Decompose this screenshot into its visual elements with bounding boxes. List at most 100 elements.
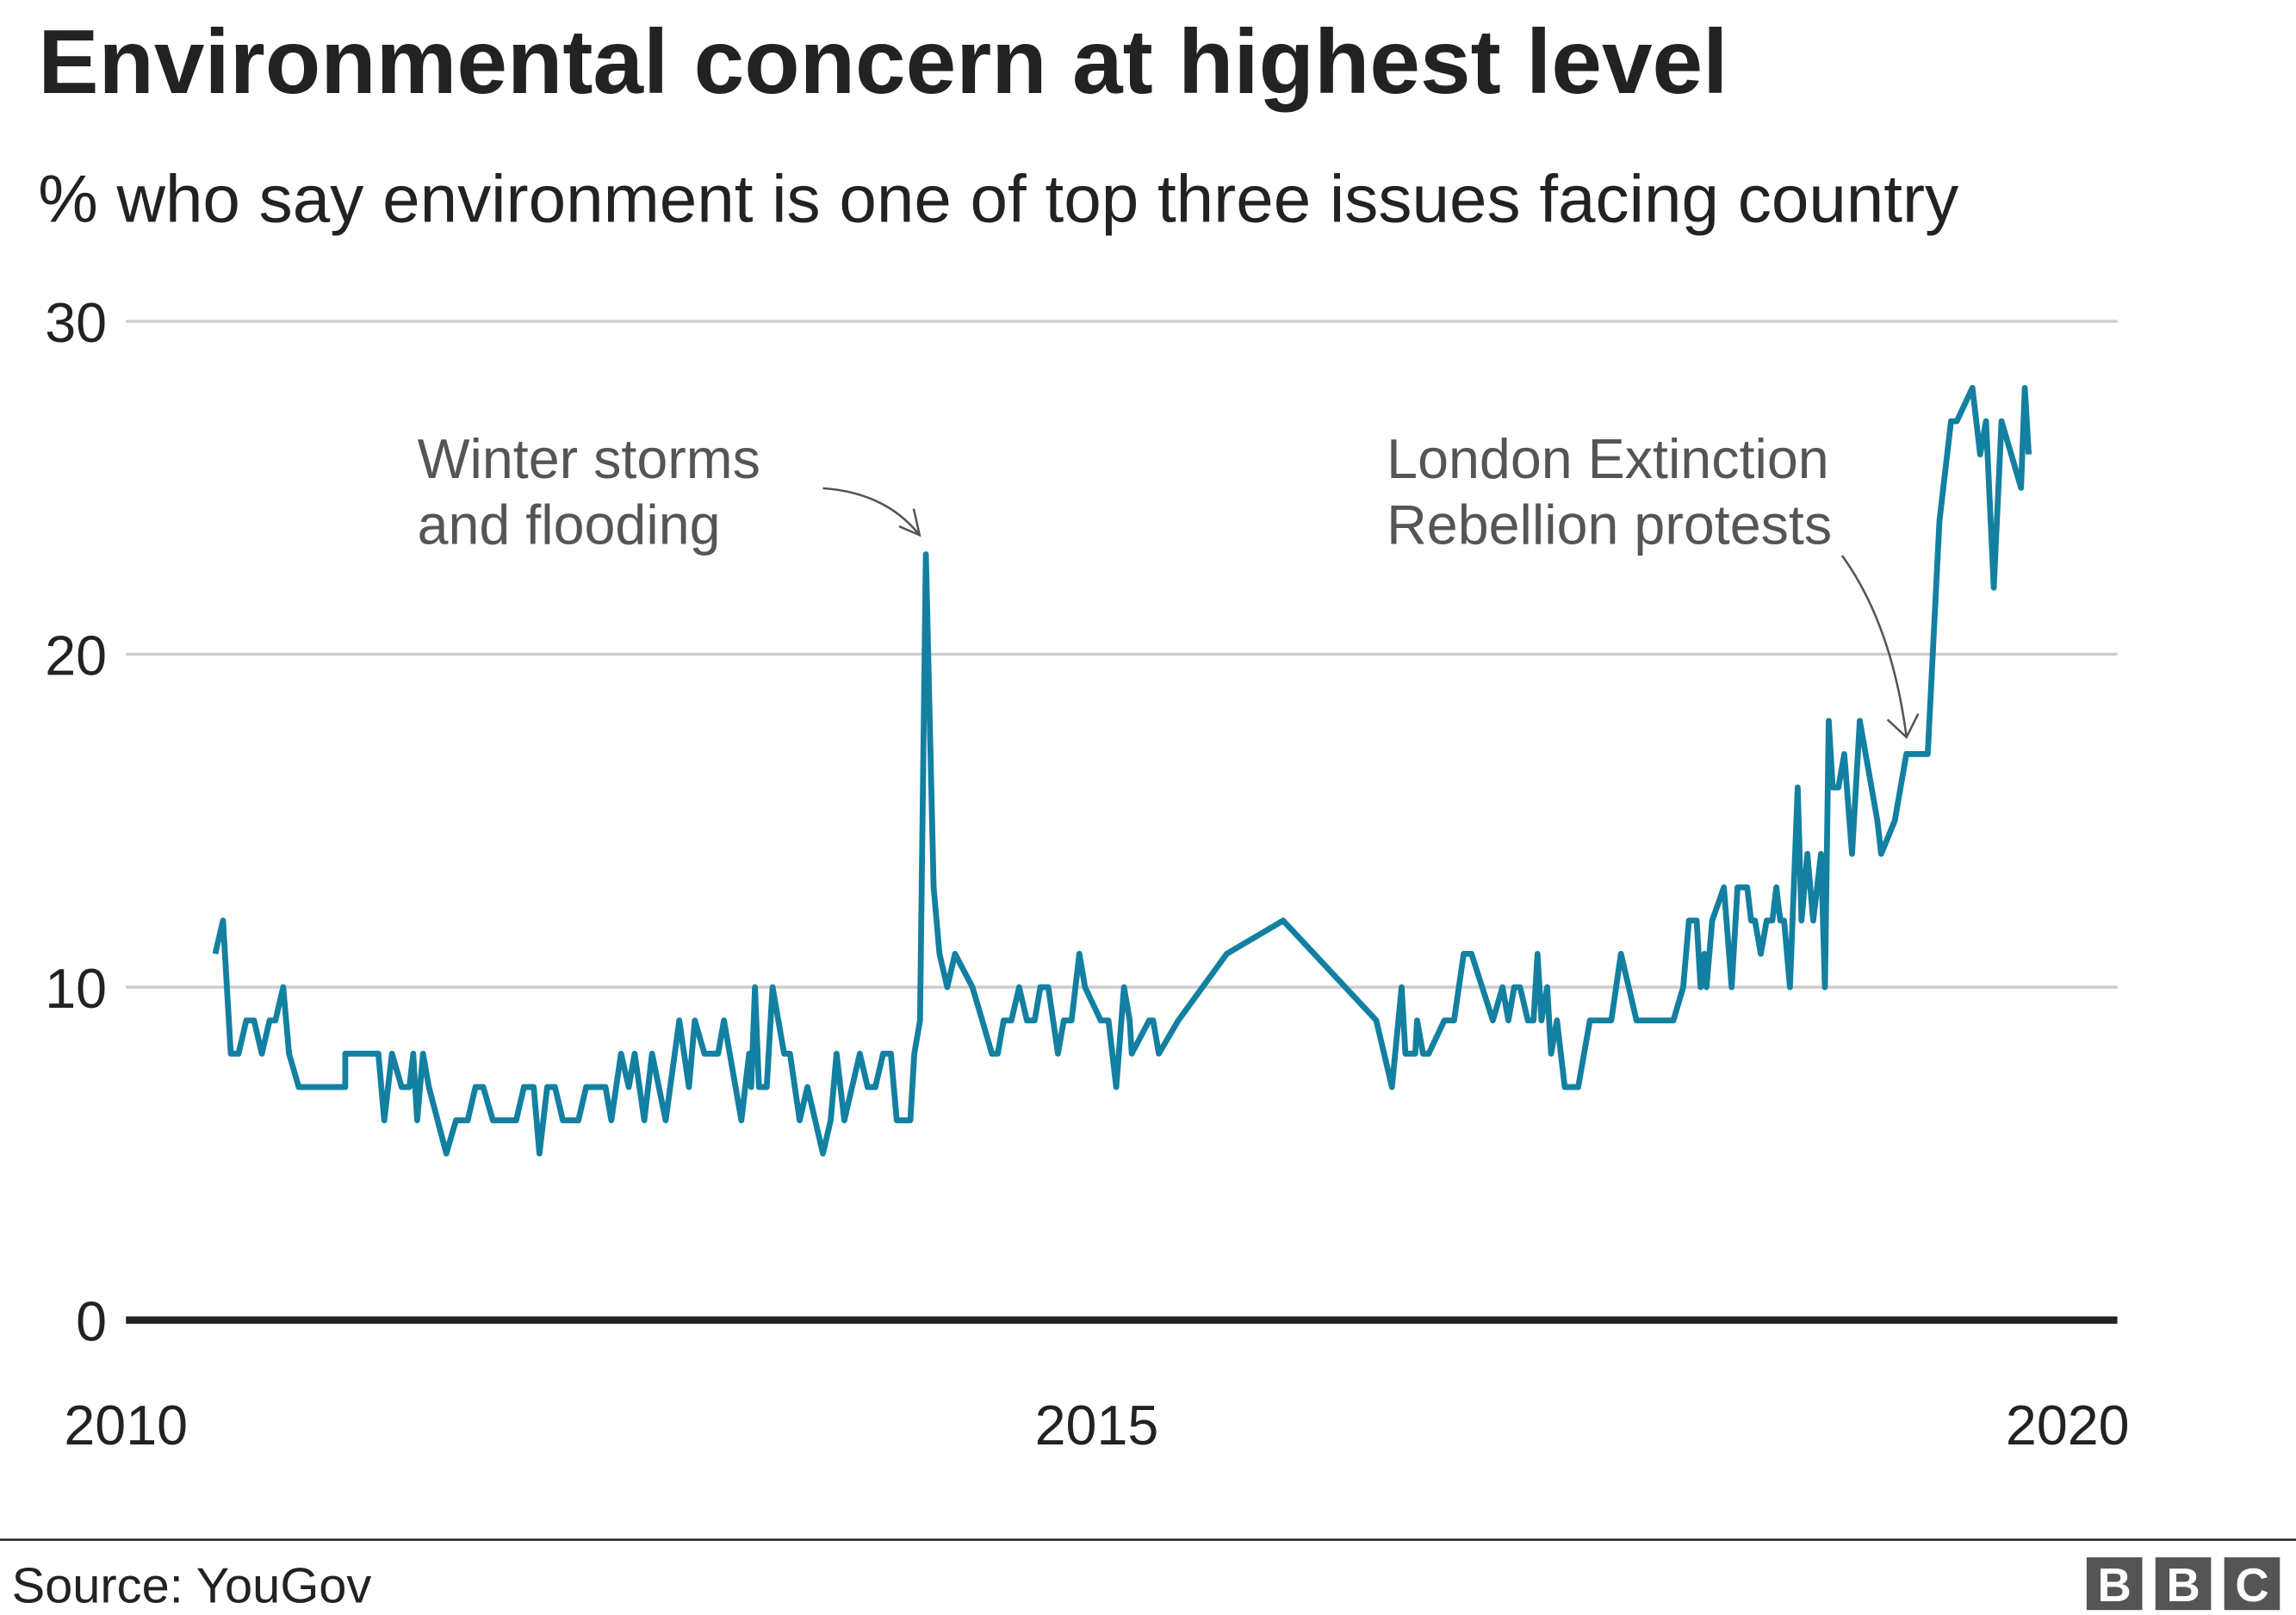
data-point (1224, 951, 1230, 957)
data-point (1999, 419, 2005, 425)
data-point (1399, 985, 1405, 991)
data-point (1511, 985, 1517, 991)
data-point (804, 1084, 810, 1090)
data-point (1694, 917, 1700, 923)
data-point (1977, 451, 1983, 457)
data-point (399, 1084, 405, 1090)
x-tick-label: 2015 (1035, 1394, 1159, 1457)
data-point (1892, 817, 1898, 823)
data-point (908, 1117, 914, 1123)
data-point (1728, 985, 1734, 991)
data-point (888, 1051, 894, 1057)
chart-subtitle: % who say environment is one of top thre… (38, 160, 1958, 236)
data-point (1954, 419, 1960, 425)
data-point (1752, 917, 1758, 923)
data-point (872, 1084, 878, 1090)
data-point (1575, 1084, 1581, 1090)
data-point (1587, 1017, 1593, 1023)
data-point (1535, 951, 1541, 957)
x-tick-label: 2020 (2006, 1394, 2130, 1457)
data-point (676, 1017, 682, 1023)
data-point (1420, 1051, 1426, 1057)
data-point (1442, 1017, 1448, 1023)
data-point (406, 1084, 413, 1090)
data-point (1983, 419, 1989, 425)
data-point (756, 1084, 762, 1090)
data-point (770, 985, 776, 991)
data-point (1121, 985, 1127, 991)
data-point (286, 1051, 292, 1057)
data-point (1744, 885, 1750, 891)
chart-title: Environmental concern at highest level (38, 12, 1728, 113)
data-point (1773, 885, 1779, 891)
data-point (880, 1051, 886, 1057)
y-tick-label: 0 (76, 1290, 107, 1352)
data-point (2018, 485, 2024, 491)
data-point (1114, 1084, 1120, 1090)
data-point (857, 1051, 863, 1057)
data-point (989, 1051, 995, 1057)
data-point (1061, 1017, 1067, 1023)
data-point (1697, 985, 1703, 991)
data-point (1525, 1017, 1531, 1023)
data-point (1857, 717, 1863, 724)
data-point (2022, 385, 2028, 391)
data-point (444, 1151, 450, 1157)
data-point (1403, 1051, 1409, 1057)
data-point (663, 1117, 669, 1123)
data-point (834, 1051, 840, 1057)
data-point (626, 1084, 632, 1090)
data-point (686, 1084, 692, 1090)
data-point (1016, 985, 1022, 991)
data-point (1069, 1017, 1075, 1023)
data-point (1798, 917, 1804, 923)
data-point (1077, 951, 1083, 957)
data-point (632, 1051, 638, 1057)
data-point (764, 1084, 770, 1090)
data-point (995, 1051, 1001, 1057)
data-point (1544, 985, 1550, 991)
data-point (465, 1117, 471, 1123)
data-point (244, 1017, 250, 1023)
data-point (1618, 951, 1624, 957)
data-point (1426, 1051, 1432, 1057)
data-point (692, 1017, 698, 1023)
data-point (1818, 851, 1824, 857)
data-point (1046, 985, 1052, 991)
data-point (1032, 1017, 1038, 1023)
data-point (979, 1017, 985, 1023)
data-point (513, 1117, 519, 1123)
data-point (410, 1051, 416, 1057)
data-point (1710, 917, 1716, 923)
data-point (420, 1051, 426, 1057)
data-point (642, 1117, 648, 1123)
data-point (280, 985, 286, 991)
x-tick-labels: 2010 2015 2020 (64, 1394, 2129, 1457)
data-point (1810, 917, 1816, 923)
data-point (544, 1084, 550, 1090)
data-point (1517, 985, 1523, 991)
data-point (1412, 1051, 1418, 1057)
data-point (1008, 1017, 1015, 1023)
data-point (2026, 451, 2032, 457)
data-point (747, 1051, 753, 1057)
series-line (212, 384, 2032, 1157)
data-point (1948, 419, 1954, 425)
data-point (552, 1084, 558, 1090)
data-point (1150, 1017, 1156, 1023)
data-point (1849, 851, 1855, 857)
data-point (841, 1117, 847, 1123)
data-point (797, 1117, 803, 1123)
data-point (1106, 1017, 1112, 1023)
data-point (251, 1017, 258, 1023)
data-point (228, 1051, 234, 1057)
data-point (1055, 1051, 1061, 1057)
annotation-text: and flooding (418, 494, 721, 556)
source-note: Source: YouGov (12, 1559, 372, 1614)
data-point (1038, 985, 1044, 991)
data-point (1281, 917, 1287, 923)
data-point (1826, 717, 1832, 724)
gridlines (126, 320, 2118, 1324)
data-point (343, 1084, 349, 1090)
